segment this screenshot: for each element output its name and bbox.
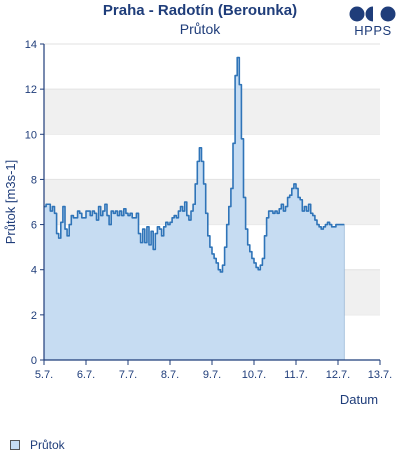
y-tick-label: 10 (25, 129, 37, 141)
legend-swatch (10, 440, 20, 450)
x-tick-label: 6.7. (77, 369, 95, 381)
y-tick-label: 2 (31, 310, 37, 322)
x-tick-label: 13.7. (368, 369, 392, 381)
x-axis-label: Datum (340, 392, 378, 407)
grid-band (44, 89, 380, 135)
y-tick-label: 14 (25, 39, 37, 51)
y-tick-label: 6 (31, 220, 37, 232)
legend-label: Průtok (30, 438, 65, 452)
hpps-logo-icon (349, 6, 396, 22)
y-tick-label: 8 (31, 174, 37, 186)
x-tick-label: 5.7. (35, 369, 53, 381)
y-tick-label: 4 (31, 265, 37, 277)
x-tick-label: 7.7. (119, 369, 137, 381)
y-axis-ticks: 0 2 4 6 8 10 12 14 (25, 39, 44, 367)
logo-text: HPPS (354, 23, 392, 38)
y-tick-label: 0 (31, 355, 37, 367)
y-axis-label: Průtok [m3s-1] (3, 160, 18, 245)
y-tick-label: 12 (25, 84, 37, 96)
chart-subtitle: Průtok (179, 21, 221, 37)
x-tick-label: 8.7. (161, 369, 179, 381)
legend: Průtok (10, 438, 65, 452)
x-tick-label: 12.7. (326, 369, 350, 381)
chart-title: Praha - Radotín (Berounka) (102, 2, 298, 19)
x-axis-ticks: 5.7. 6.7. 7.7. 8.7. 9.7. 10.7. 11.7. 12.7. 13.7. (35, 360, 392, 381)
x-tick-label: 9.7. (203, 369, 221, 381)
x-tick-label: 11.7. (284, 369, 308, 381)
series-line (44, 56, 345, 273)
hpps-logo: HPPS (348, 6, 398, 42)
x-tick-label: 10.7. (242, 369, 266, 381)
